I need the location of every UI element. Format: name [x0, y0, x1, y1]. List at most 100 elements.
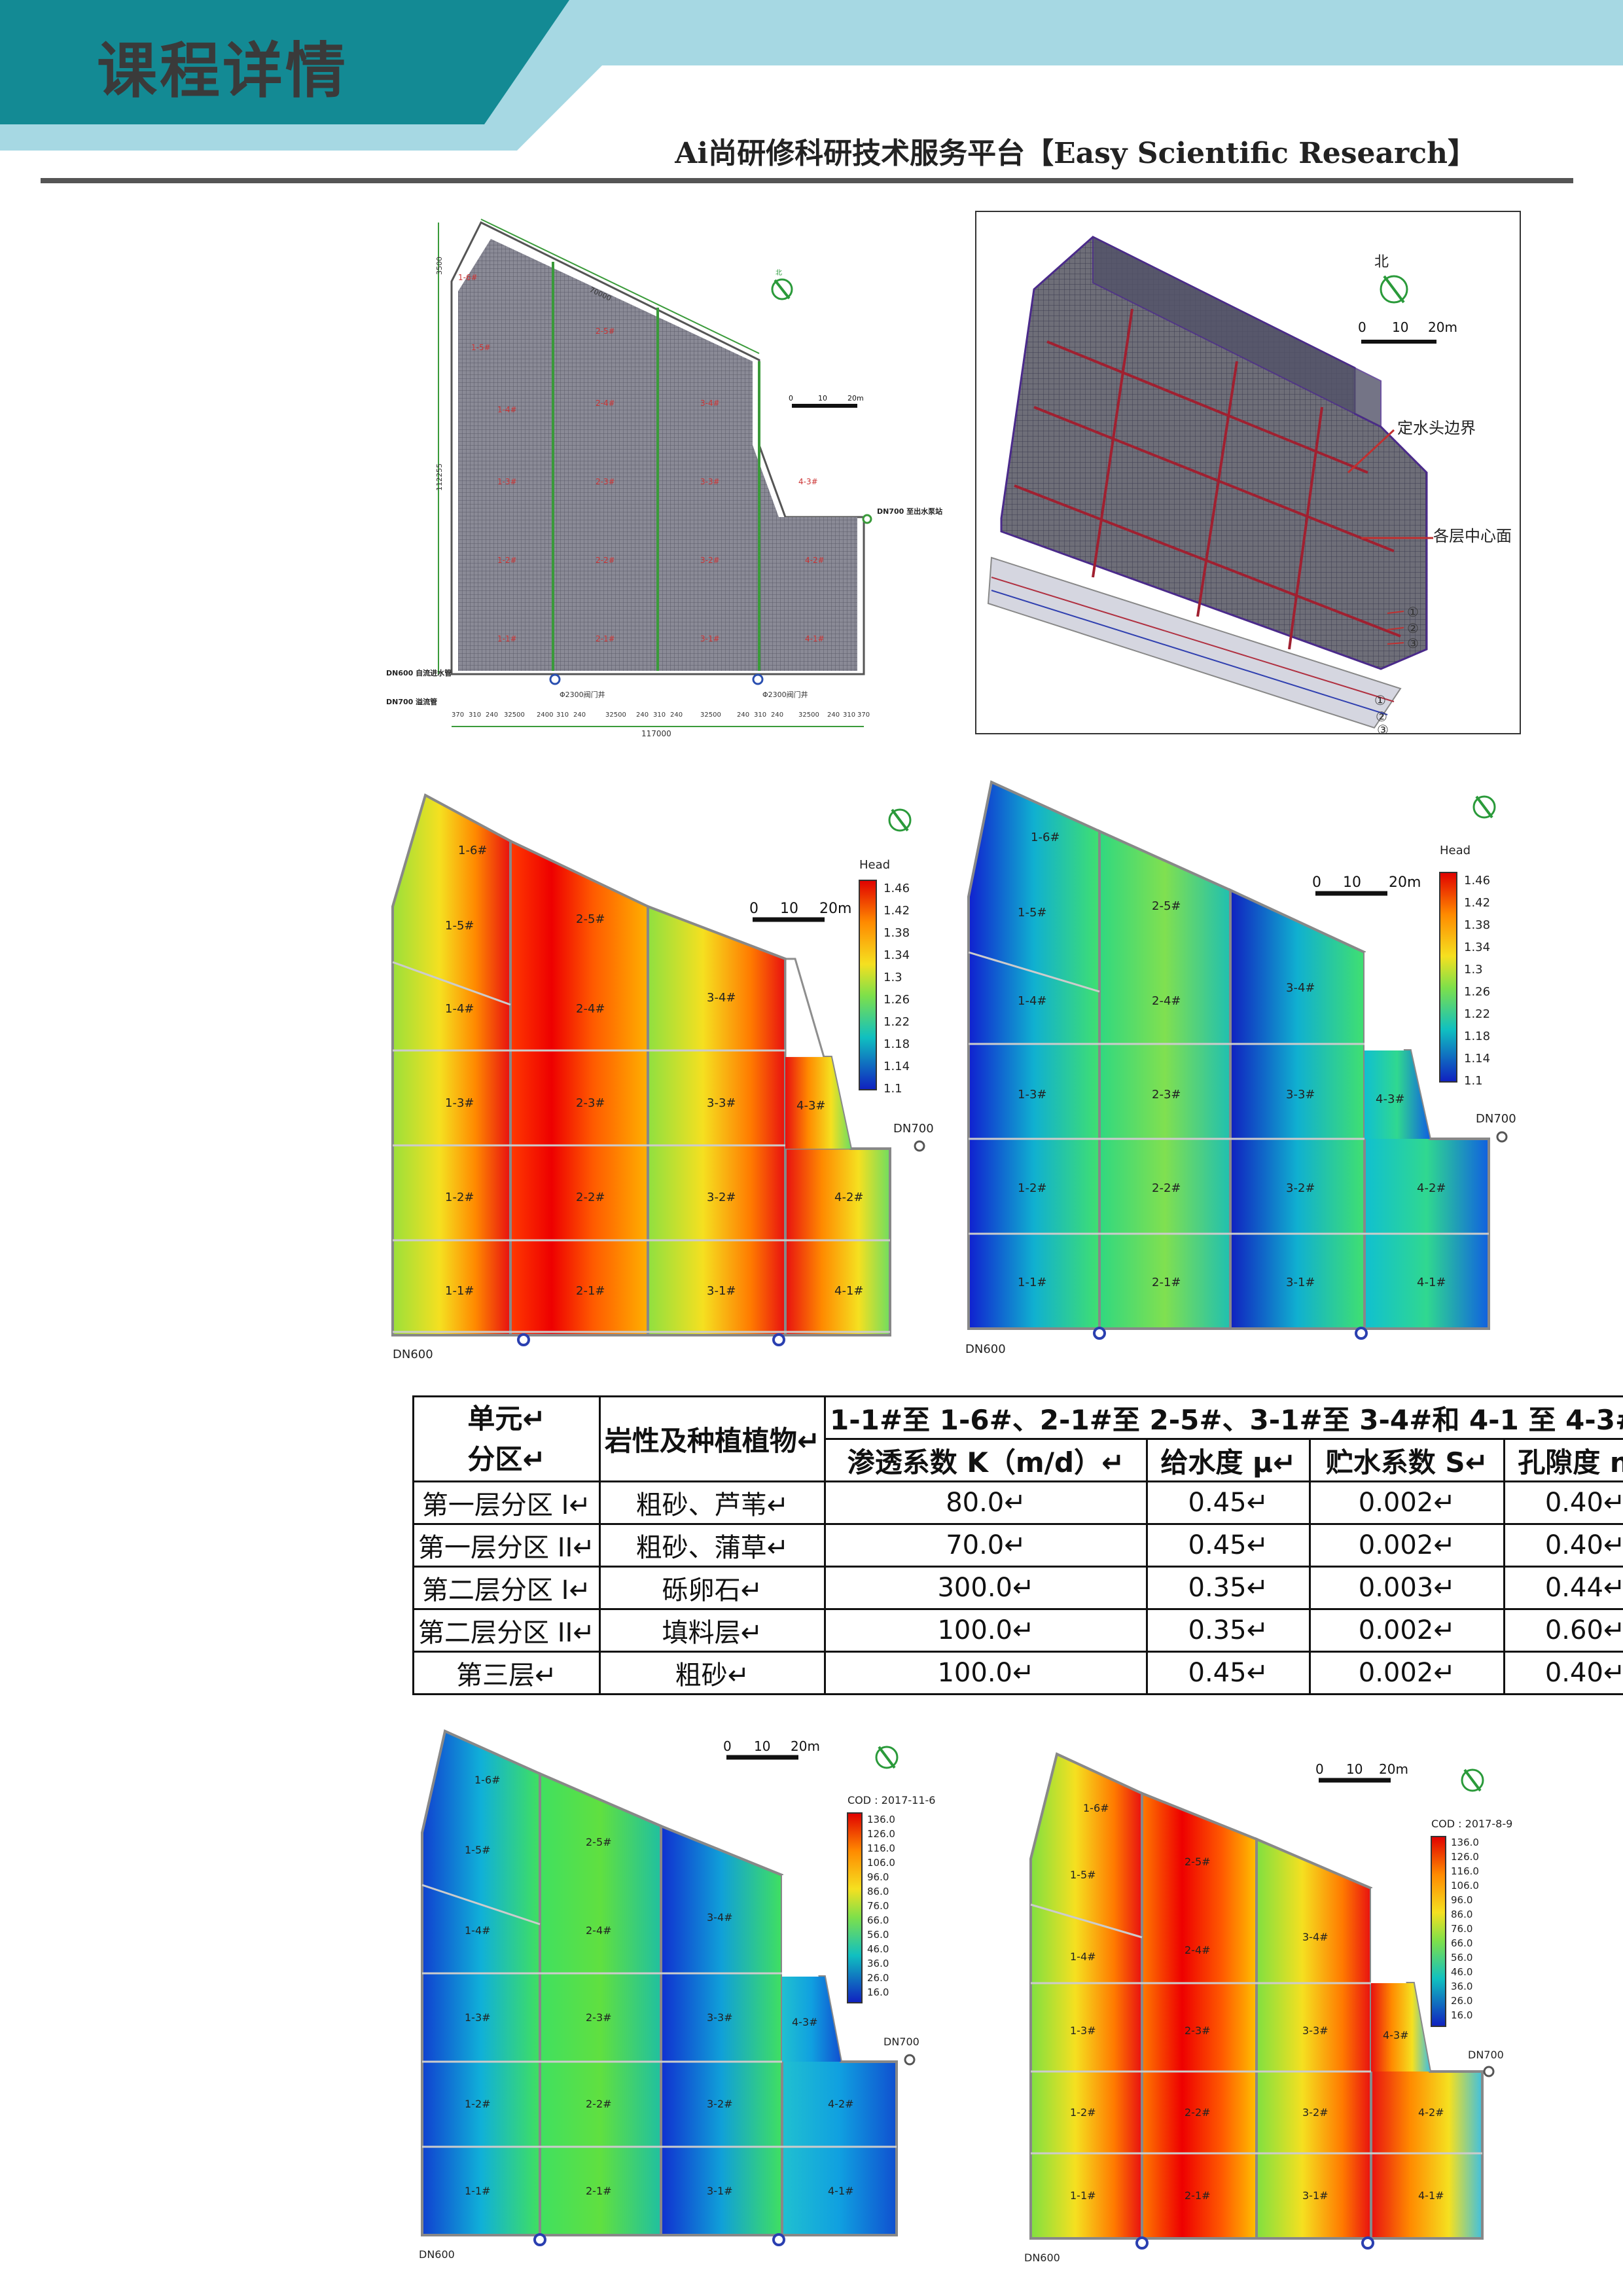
cell-label: 3-3#	[1302, 2024, 1329, 2037]
cell-label: 2-4#	[586, 1924, 612, 1937]
cell-label: 2-5#	[1185, 1856, 1211, 1868]
overflow-pipe-label: DN700 溢流管	[386, 697, 437, 706]
lith-cell: 粗砂、芦苇↵	[598, 1480, 827, 1525]
outlet-pipe-label: DN700	[893, 1122, 934, 1136]
cell-label: 2-1#	[586, 2185, 612, 2197]
cell-label: 4-1#	[834, 1284, 863, 1298]
cell-label: 4-3#	[792, 2016, 818, 2028]
cell-label: 2-4#	[1185, 1944, 1211, 1956]
cell-label: 2-3#	[576, 1096, 605, 1110]
dim-label: 3500	[435, 257, 444, 275]
n-cell: 0.60↵	[1503, 1608, 1623, 1653]
cell-label: 1-4#	[445, 1002, 474, 1016]
cell-label: 3-3#	[707, 2011, 733, 2024]
dim-label: 32500	[504, 711, 525, 719]
table-row: 第三层↵ 粗砂↵ 100.0↵ 0.45↵ 0.002↵ 0.40↵	[412, 1651, 1623, 1695]
cell-label: 4-3#	[798, 477, 818, 486]
outlet-pipe-label: DN700	[883, 2036, 919, 2048]
layer-label: ①	[1407, 604, 1419, 620]
outlet-pipe-label: DN700	[1476, 1112, 1516, 1126]
cell-label: 3-1#	[1302, 2189, 1329, 2202]
cell-label: 2-3#	[596, 477, 615, 486]
cell-label: 3-1#	[707, 1284, 736, 1298]
header-s: 贮水系数 S↵	[1308, 1438, 1505, 1482]
k-cell: 80.0↵	[824, 1480, 1148, 1525]
k-cell: 100.0↵	[824, 1608, 1148, 1653]
constant-head-label: 定水头边界	[1397, 419, 1476, 437]
parameter-table: 单元↵ 分区↵ 岩性及种植植物↵ 1-1#至 1-6#、2-1#至 2-5#、3…	[412, 1395, 1623, 1695]
scale-label: 20m	[847, 394, 864, 403]
dim-label: 240	[636, 711, 649, 719]
s-cell: 0.002↵	[1308, 1608, 1505, 1653]
zone-cell: 第一层分区 II↵	[412, 1523, 601, 1568]
cell-label: 3-4#	[707, 991, 736, 1005]
cell-label: 4-1#	[805, 634, 825, 643]
legend-value: 56.0	[1451, 1952, 1472, 1964]
outlet-pipe-label: DN700	[1468, 2049, 1504, 2061]
cell-label: 1-1#	[1070, 2189, 1096, 2202]
cod-map-left: 1-6# 1-5# 1-4# 1-3# 1-2# 1-1# 2-5# 2-4# …	[419, 1729, 935, 2261]
cod-title: COD : 2017-8-9	[1431, 1818, 1512, 1830]
dim-label: 310	[469, 711, 481, 719]
legend-value: 1.34	[1464, 941, 1490, 954]
cell-label: 1-5#	[445, 919, 474, 933]
dim-label: 240	[737, 711, 749, 719]
n-cell: 0.40↵	[1503, 1480, 1623, 1525]
cell-label: 4-1#	[1417, 1276, 1446, 1289]
valve-well-icon	[549, 673, 561, 685]
north-label: 北	[776, 269, 782, 277]
lith-cell: 粗砂↵	[598, 1651, 827, 1695]
cell-label: 1-6#	[474, 1774, 501, 1786]
cell-label: 4-2#	[834, 1191, 863, 1204]
legend-value: 96.0	[1451, 1894, 1472, 1906]
scale-label: 10	[754, 1738, 770, 1754]
cell-label: 1-6#	[458, 844, 487, 857]
table-row: 第二层分区 II↵ 填料层↵ 100.0↵ 0.35↵ 0.002↵ 0.60↵	[412, 1608, 1623, 1653]
north-arrow-icon	[1461, 1768, 1484, 1792]
legend-value: 1.46	[883, 882, 910, 895]
legend-value: 76.0	[867, 1900, 889, 1912]
s-cell: 0.003↵	[1308, 1566, 1505, 1610]
zone-cell: 第一层分区 I↵	[412, 1480, 601, 1525]
dim-label: 117000	[641, 729, 671, 738]
legend-value: 66.0	[1451, 1937, 1472, 1949]
layer-center-label: 各层中心面	[1433, 527, 1512, 545]
north-arrow-icon	[771, 278, 793, 300]
cell-label: 1-5#	[465, 1844, 491, 1856]
cell-label: 1-1#	[445, 1284, 474, 1298]
legend-value: 16.0	[1451, 2009, 1472, 2021]
dim-label: 310	[556, 711, 569, 719]
table-row: 第一层分区 I↵ 粗砂、芦苇↵ 80.0↵ 0.45↵ 0.002↵ 0.40↵	[412, 1480, 1623, 1525]
scale-label: 10	[1346, 1761, 1363, 1777]
header-unit-zone: 单元↵ 分区↵	[412, 1395, 601, 1482]
cod-map-right: 1-6# 1-5# 1-4# 1-3# 1-2# 1-1# 2-5# 2-4# …	[1024, 1752, 1512, 2264]
header-mu: 给水度 μ↵	[1145, 1438, 1311, 1482]
table-row: 第一层分区 II↵ 粗砂、蒲草↵ 70.0↵ 0.45↵ 0.002↵ 0.40…	[412, 1523, 1623, 1568]
cell-label: 2-4#	[1152, 994, 1181, 1008]
header-divider	[41, 178, 1573, 183]
scale-label: 10	[780, 901, 798, 917]
cell-label: 1-6#	[458, 273, 478, 282]
legend-value: 1.18	[883, 1037, 910, 1051]
legend-value: 136.0	[867, 1814, 895, 1825]
legend-value: 1.38	[883, 926, 910, 940]
cell-label: 2-2#	[1152, 1181, 1181, 1195]
lith-cell: 砾卵石↵	[598, 1566, 827, 1610]
cell-label: 1-3#	[445, 1096, 474, 1110]
scale-label: 0	[1312, 874, 1321, 891]
head-map-right: 1-6# 1-5# 1-4# 1-3# 1-2# 1-1# 2-5# 2-4# …	[965, 780, 1516, 1356]
valve-well-label: Φ2300阀门井	[560, 690, 605, 699]
cell-label: 4-1#	[828, 2185, 854, 2197]
cell-label: 2-1#	[576, 1284, 605, 1298]
dim-label: 370	[452, 711, 464, 719]
header-lithology: 岩性及种植植物↵	[598, 1395, 827, 1482]
legend-value: 136.0	[1451, 1837, 1479, 1848]
legend-value: 46.0	[1451, 1966, 1472, 1978]
cell-label: 1-4#	[1070, 1950, 1096, 1963]
dim-label: 32500	[605, 711, 626, 719]
k-cell: 100.0↵	[824, 1651, 1148, 1695]
cell-label: 2-1#	[596, 634, 615, 643]
dim-label: 2400	[537, 711, 553, 719]
cell-label: 3-2#	[1302, 2106, 1329, 2119]
legend-value: 26.0	[867, 1972, 889, 1984]
